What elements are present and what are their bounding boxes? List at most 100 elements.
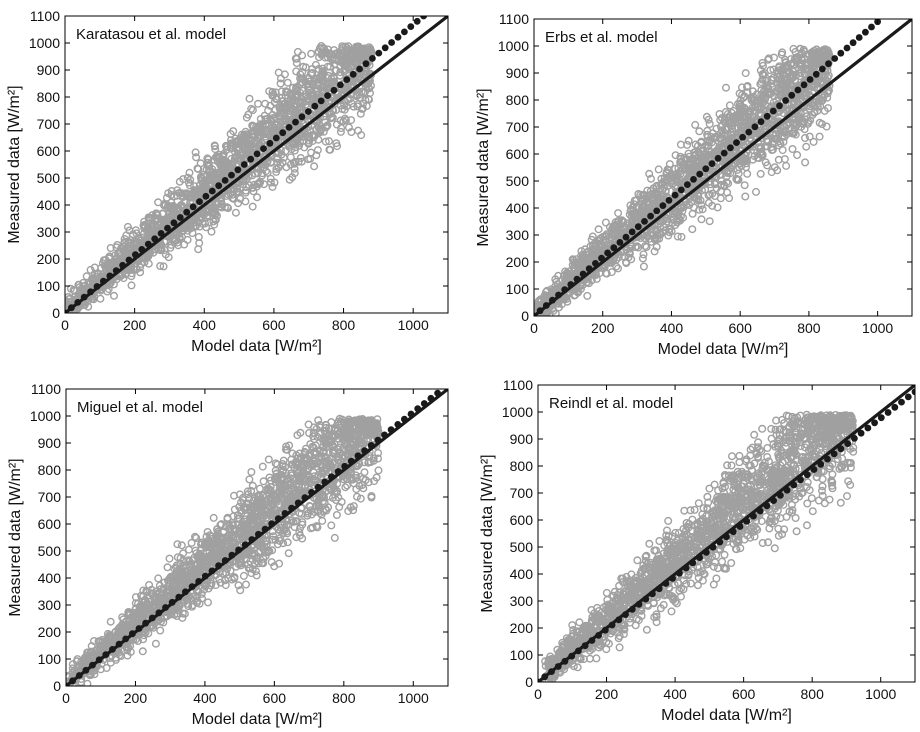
scatter-point [708, 189, 717, 198]
scatter-point [239, 176, 248, 185]
scatter-point [307, 49, 316, 58]
scatter-point [231, 153, 240, 162]
scatter-point [347, 51, 356, 60]
fit-marker [684, 181, 691, 189]
scatter-point [784, 63, 793, 72]
scatter-point [323, 62, 332, 71]
scatter-point [190, 182, 199, 191]
scatter-point [109, 291, 118, 300]
scatter-point [354, 42, 363, 51]
scatter-point [824, 71, 833, 80]
scatter-point [248, 202, 257, 211]
scatter-point [810, 108, 819, 117]
scatter-point [294, 157, 303, 166]
scatter-point [366, 44, 375, 53]
scatter-point [679, 170, 688, 179]
fit-marker [215, 182, 223, 190]
scatter-point [191, 148, 200, 157]
scatter-point [164, 189, 173, 198]
scatter-point [791, 130, 800, 139]
fit-marker [144, 240, 152, 248]
scatter-point [219, 149, 228, 158]
scatter-point [746, 117, 755, 126]
scatter-point [223, 203, 232, 212]
scatter-point [166, 243, 175, 252]
scatter-point [702, 150, 711, 159]
scatter-point [159, 262, 168, 271]
scatter-point [760, 69, 769, 78]
fit-marker [80, 293, 88, 301]
scatter-point [260, 130, 269, 139]
fit-marker [93, 283, 101, 290]
scatter-point [812, 56, 821, 65]
scatter-point [614, 209, 623, 218]
scatter-point [796, 108, 805, 117]
scatter-point [671, 182, 680, 191]
scatter-point [770, 53, 779, 62]
scatter-point [208, 167, 217, 176]
scatter-point [289, 83, 298, 92]
scatter-point [312, 124, 321, 133]
scatter-point [661, 226, 670, 235]
scatter-point [268, 182, 277, 191]
scatter-point [333, 142, 342, 151]
chart-panel-1: 0 200 400 600 800 100001002003004005006007008… [6, 8, 449, 355]
fit-marker [800, 81, 808, 89]
scatter-point [280, 70, 289, 79]
scatter-point [367, 493, 376, 502]
scatter-point [264, 106, 273, 115]
scatter-point [241, 131, 250, 140]
scatter-point [203, 158, 212, 167]
y-tick-label: 1100 [30, 8, 60, 24]
scatter-point [756, 110, 765, 119]
scatter-point [123, 222, 132, 231]
scatter-point [739, 122, 748, 131]
fit-marker [285, 124, 293, 131]
scatter-point [801, 133, 810, 142]
scatter-point [339, 117, 348, 126]
scatter-point [822, 122, 831, 131]
y-axis-label: Measured data [W/m²] [475, 88, 492, 246]
scatter-point [711, 132, 720, 141]
fit-marker [819, 65, 826, 73]
scatter-point [695, 205, 704, 214]
fit-marker [862, 28, 869, 36]
fit-marker [849, 39, 857, 47]
scatter-point [145, 213, 154, 222]
scatter-point [230, 185, 239, 194]
scatter-point [770, 163, 779, 172]
scatter-point [819, 93, 828, 102]
fit-marker [806, 76, 814, 83]
scatter-point [194, 245, 203, 254]
scatter-point [165, 209, 174, 218]
scatter-point [191, 214, 200, 223]
scatter-point [710, 179, 719, 188]
scatter-point [815, 118, 824, 127]
scatter-point [815, 132, 824, 141]
fit-marker [311, 102, 319, 110]
scatter-point [272, 164, 281, 173]
fit-marker [610, 244, 618, 252]
scatter-point [697, 201, 706, 210]
scatter-point [226, 129, 235, 138]
y-tick-label: 700 [506, 119, 530, 135]
fit-marker [349, 70, 357, 78]
scatter-point [266, 174, 275, 183]
x-axis-label: Model data [W/m²] [191, 338, 322, 355]
scatter-point [726, 169, 735, 178]
scatter-point [722, 178, 731, 187]
scatter-point [206, 201, 215, 210]
fit-marker [65, 309, 69, 313]
scatter-point [653, 231, 662, 240]
y-tick-label: 800 [37, 89, 61, 105]
scatter-point [124, 237, 133, 246]
fit-marker [720, 149, 728, 157]
fit-marker [671, 191, 679, 199]
fit-marker [555, 291, 562, 299]
scatter-point [673, 171, 682, 180]
scatter-point [177, 541, 186, 550]
scatter-point [676, 202, 685, 211]
x-tick-label: 600 [729, 320, 753, 336]
scatter-point [705, 217, 714, 226]
scatter-point [260, 180, 269, 189]
